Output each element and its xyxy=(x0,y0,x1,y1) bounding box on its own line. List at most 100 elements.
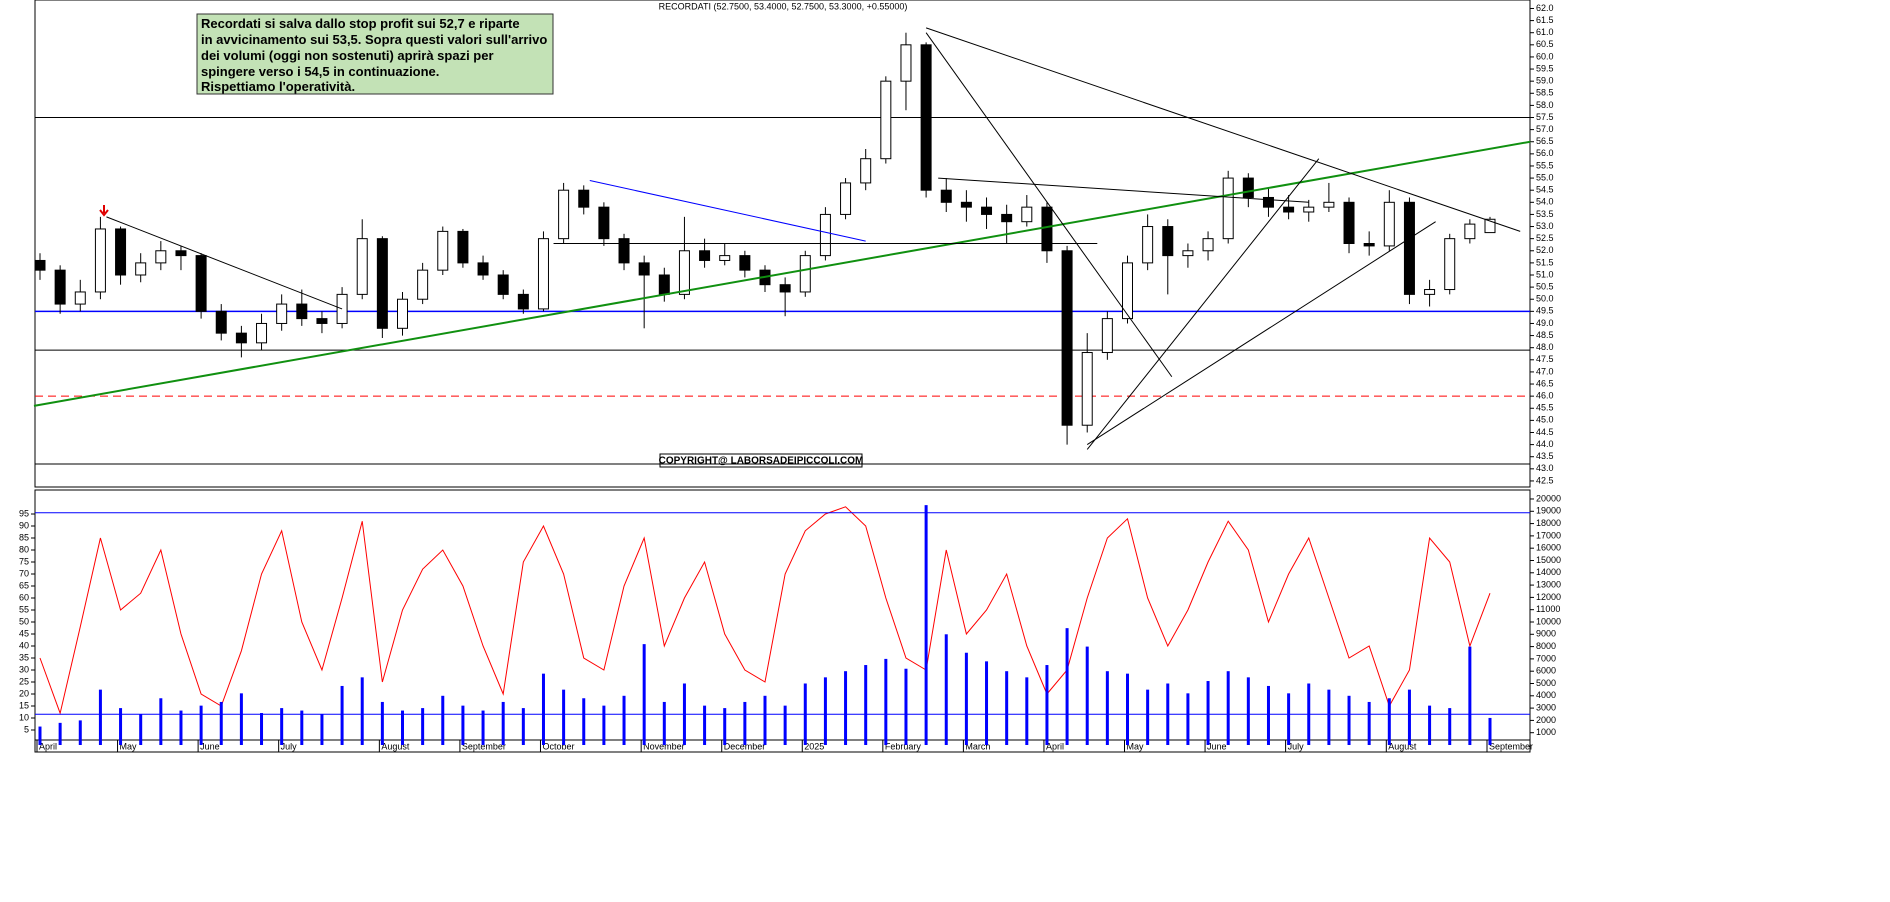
candle-body xyxy=(215,310,227,334)
y2-tick-label: 2000 xyxy=(1536,715,1556,725)
y-tick-label: 48.5 xyxy=(1536,330,1554,340)
annotation-line: Rispettiamo l'operatività. xyxy=(201,79,355,94)
y-tick-label: 45 xyxy=(19,628,29,638)
volume-bar xyxy=(421,708,425,745)
annotation-line: dei volumi (oggi non sostenuti) aprirà s… xyxy=(201,48,494,63)
candle-body xyxy=(779,284,791,293)
volume-bar xyxy=(38,726,42,745)
volume-bar xyxy=(98,689,102,745)
candle-body xyxy=(497,274,509,295)
candle-body xyxy=(1202,238,1214,252)
x-tick-label: March xyxy=(965,741,990,751)
y-tick-label: 45.0 xyxy=(1536,415,1554,425)
y2-tick-label: 12000 xyxy=(1536,592,1561,602)
y-tick-label: 48.0 xyxy=(1536,342,1554,352)
x-tick-label: August xyxy=(381,741,410,751)
volume-bar xyxy=(703,705,707,745)
candle-body xyxy=(940,189,952,203)
y-tick-label: 49.5 xyxy=(1536,306,1554,316)
volume-bar xyxy=(662,701,666,745)
candle-body xyxy=(115,228,127,276)
y2-tick-label: 5000 xyxy=(1536,678,1556,688)
y-tick-label: 5 xyxy=(24,724,29,734)
y-tick-label: 54.5 xyxy=(1536,185,1554,195)
volume-bar xyxy=(501,701,505,745)
candle-body xyxy=(1343,201,1355,244)
candle-body xyxy=(799,255,811,293)
x-tick-label: November xyxy=(643,741,685,751)
volume-bar xyxy=(1085,646,1089,745)
y2-tick-label: 7000 xyxy=(1536,653,1556,663)
candle-body xyxy=(578,189,590,208)
y-tick-label: 58.5 xyxy=(1536,88,1554,98)
candle-body xyxy=(618,238,630,264)
volume-bar xyxy=(1266,685,1270,745)
copyright: COPYRIGHT@ LABORSADEIPICCOLI.COM xyxy=(659,456,864,467)
volume-bar xyxy=(239,693,243,745)
x-tick-label: April xyxy=(39,741,57,751)
volume-bar xyxy=(884,658,888,745)
y2-tick-label: 14000 xyxy=(1536,567,1561,577)
y-tick-label: 52.0 xyxy=(1536,245,1554,255)
candle-body xyxy=(175,250,187,257)
x-tick-label: February xyxy=(885,741,922,751)
volume-bar xyxy=(642,644,646,745)
y-tick-label: 61.0 xyxy=(1536,27,1554,37)
x-tick-label: October xyxy=(542,741,574,751)
y-tick-label: 55.5 xyxy=(1536,160,1554,170)
y2-tick-label: 3000 xyxy=(1536,702,1556,712)
trend-line xyxy=(589,180,866,242)
x-tick-label: 2025 xyxy=(804,741,824,751)
volume-bar xyxy=(1448,708,1452,745)
y-tick-label: 75 xyxy=(19,556,29,566)
volume-bar xyxy=(280,708,284,745)
y2-tick-label: 18000 xyxy=(1536,518,1561,528)
x-tick-label: September xyxy=(462,741,506,751)
candle-body xyxy=(840,182,852,215)
y-tick-label: 61.5 xyxy=(1536,15,1554,25)
x-tick-label: December xyxy=(724,741,766,751)
candle-body xyxy=(537,238,549,310)
y2-tick-label: 9000 xyxy=(1536,629,1556,639)
volume-bar xyxy=(944,634,948,745)
volume-bar xyxy=(743,701,747,745)
volume-bar xyxy=(1146,689,1150,745)
y2-tick-label: 13000 xyxy=(1536,579,1561,589)
volume-bar xyxy=(723,708,727,745)
volume-bar xyxy=(401,710,404,745)
volume-bar xyxy=(441,695,445,745)
volume-bar xyxy=(1488,717,1492,745)
volume-bar xyxy=(1287,693,1291,745)
candle-body xyxy=(920,44,932,191)
volume-bar xyxy=(763,695,767,745)
y-tick-label: 55.0 xyxy=(1536,172,1554,182)
volume-bar xyxy=(1045,665,1049,745)
y-tick-label: 51.0 xyxy=(1536,269,1554,279)
y-tick-label: 40 xyxy=(19,640,29,650)
candle-body xyxy=(860,158,872,184)
candle-body xyxy=(960,201,972,208)
candle-body xyxy=(356,238,368,295)
volume-bar xyxy=(199,705,203,745)
y-tick-label: 70 xyxy=(19,568,29,578)
y2-tick-label: 4000 xyxy=(1536,690,1556,700)
volume-bar xyxy=(260,713,264,745)
y-tick-label: 90 xyxy=(19,520,29,530)
chart-title: RECORDATI (52.7500, 53.4000, 52.7500, 53… xyxy=(659,1,908,11)
y-tick-label: 65 xyxy=(19,580,29,590)
candle-body xyxy=(900,44,912,82)
candle-body xyxy=(819,213,831,257)
y-tick-label: 60.5 xyxy=(1536,39,1554,49)
candle-body xyxy=(397,298,408,329)
candle-body xyxy=(1001,213,1013,223)
y-tick-label: 55 xyxy=(19,604,29,614)
candle-body xyxy=(658,274,670,295)
y-tick-label: 53.0 xyxy=(1536,221,1554,231)
volume-bar xyxy=(481,710,485,745)
volume-bar xyxy=(1065,628,1069,745)
volume-bar xyxy=(219,701,223,745)
volume-bar xyxy=(159,698,163,745)
trend-line xyxy=(106,216,343,310)
trend-line xyxy=(1086,221,1436,446)
